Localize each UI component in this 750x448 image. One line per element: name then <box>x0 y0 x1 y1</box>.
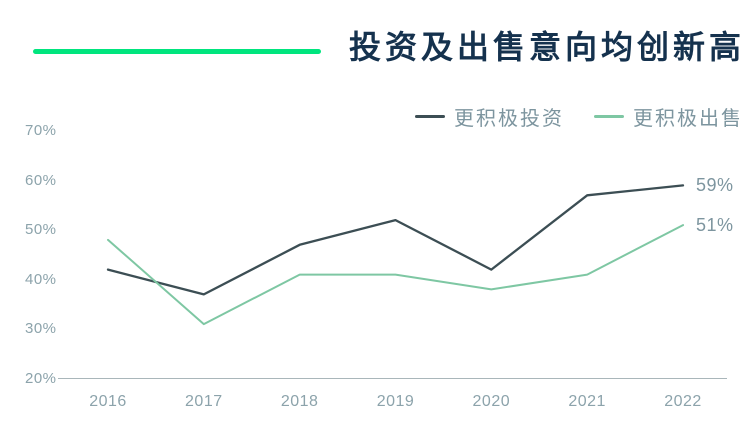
legend-item-sell: 更积极出售 <box>594 102 743 131</box>
legend-swatch-sell-icon <box>594 115 624 118</box>
legend-item-invest: 更积极投资 <box>415 102 564 131</box>
y-axis-tick-label: 50% <box>25 221 57 238</box>
legend-label-sell: 更积极出售 <box>633 108 743 130</box>
legend-swatch-invest-icon <box>415 115 445 118</box>
legend-label-invest: 更积极投资 <box>454 108 564 130</box>
y-axis-tick-label: 70% <box>25 122 57 139</box>
x-axis-tick-label: 2022 <box>664 393 702 410</box>
legend: 更积极投资 更积极出售 <box>415 102 743 131</box>
y-axis-tick-label: 20% <box>25 369 57 387</box>
y-axis-tick-label: 60% <box>25 171 57 189</box>
series-end-value-invest: 59% <box>696 175 734 196</box>
series-line-invest <box>106 184 685 296</box>
x-axis-tick-label: 2021 <box>568 393 606 410</box>
y-axis-tick-label: 40% <box>25 270 57 288</box>
x-axis-tick-label: 2019 <box>376 393 415 410</box>
title-accent-line <box>33 49 321 54</box>
x-axis-tick-label: 2018 <box>280 393 319 410</box>
series-line-sell <box>107 224 684 326</box>
x-axis-tick-label: 2016 <box>89 393 127 410</box>
chart-title: 投资及出售意向均创新高 <box>348 29 745 65</box>
series-end-value-sell: 51% <box>696 215 734 236</box>
x-axis-tick-label: 2017 <box>185 393 223 410</box>
x-axis-tick-label: 2020 <box>472 393 511 410</box>
y-axis-tick-label: 30% <box>25 320 57 337</box>
